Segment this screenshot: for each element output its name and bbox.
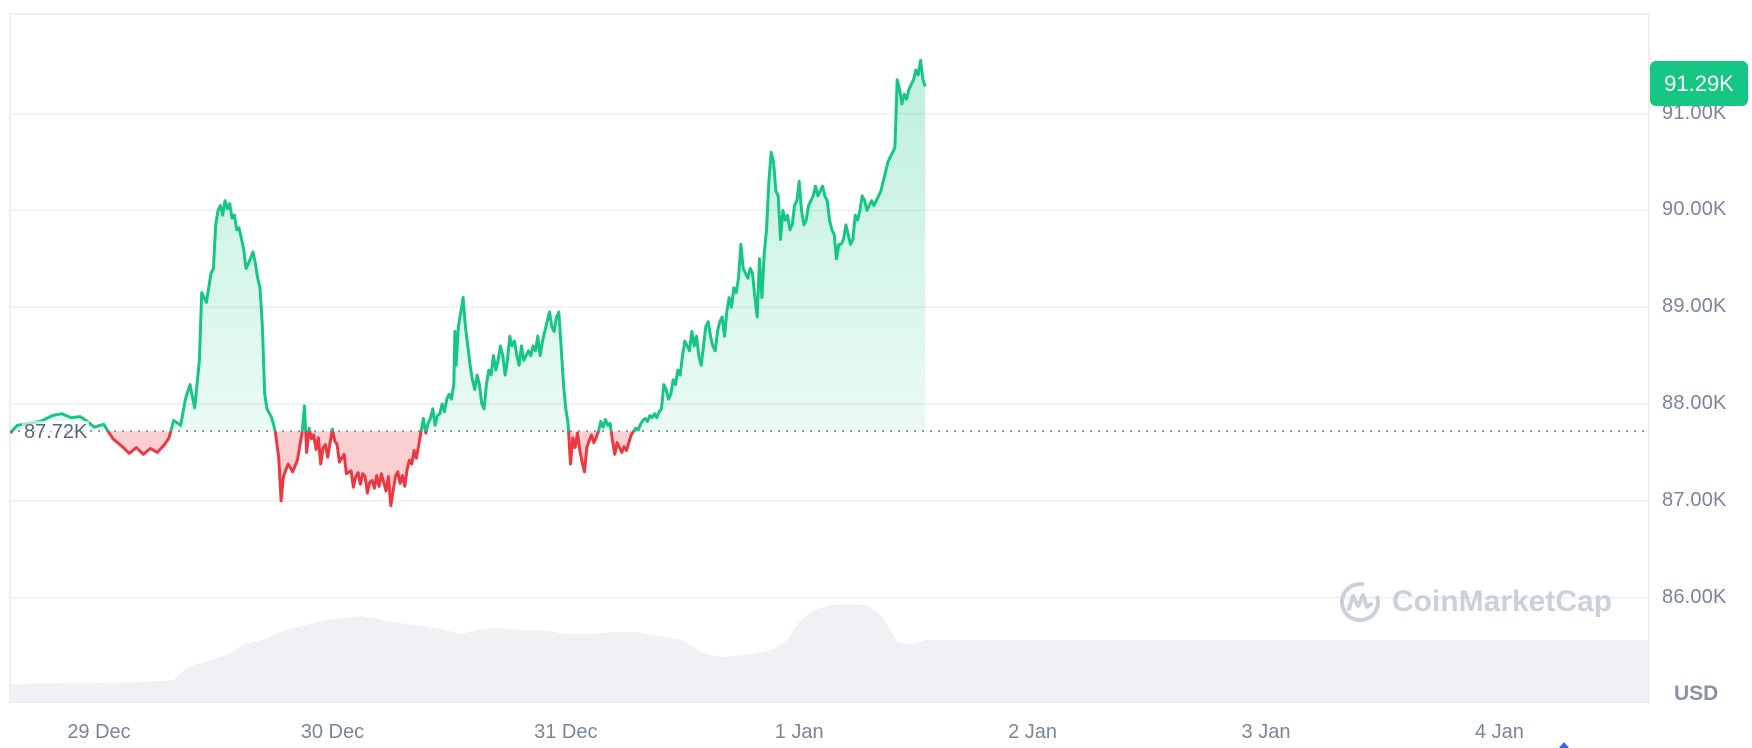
x-axis-tick-label: 31 Dec — [534, 721, 598, 743]
price-line-down — [10, 431, 640, 508]
y-axis-tick-label: 87.00K — [1662, 488, 1727, 511]
watermark-text: CoinMarketCap — [1392, 585, 1613, 618]
currency-label[interactable]: USD — [1674, 682, 1719, 705]
x-axis-tick-label: 4 Jan — [1474, 721, 1524, 743]
x-axis-tick-label: 2 Jan — [1008, 721, 1058, 743]
y-axis-tick-label: 90.00K — [1662, 198, 1727, 221]
volume-area — [10, 604, 1649, 702]
current-price-badge: 91.29K — [1650, 61, 1748, 106]
coinmarketcap-watermark: CoinMarketCap — [1338, 580, 1612, 624]
x-axis-tick-label: 29 Dec — [67, 721, 131, 743]
x-axis-tick-label: 30 Dec — [300, 721, 365, 743]
y-axis-tick-label: 89.00K — [1662, 295, 1727, 318]
baseline-price-label: 87.72K — [22, 421, 90, 444]
y-axis-tick-label: 91.00K — [1662, 101, 1727, 124]
coinmarketcap-logo-icon — [1340, 582, 1380, 622]
event-marker-icon[interactable] — [1559, 742, 1569, 748]
price-area-below-baseline — [10, 431, 634, 506]
x-axis-tick-label: 1 Jan — [774, 721, 824, 743]
y-axis-tick-label: 86.00K — [1662, 585, 1727, 608]
price-line-up — [10, 58, 927, 432]
y-axis-tick-label: 88.00K — [1662, 392, 1727, 414]
x-axis-tick-label: 3 Jan — [1241, 721, 1291, 743]
